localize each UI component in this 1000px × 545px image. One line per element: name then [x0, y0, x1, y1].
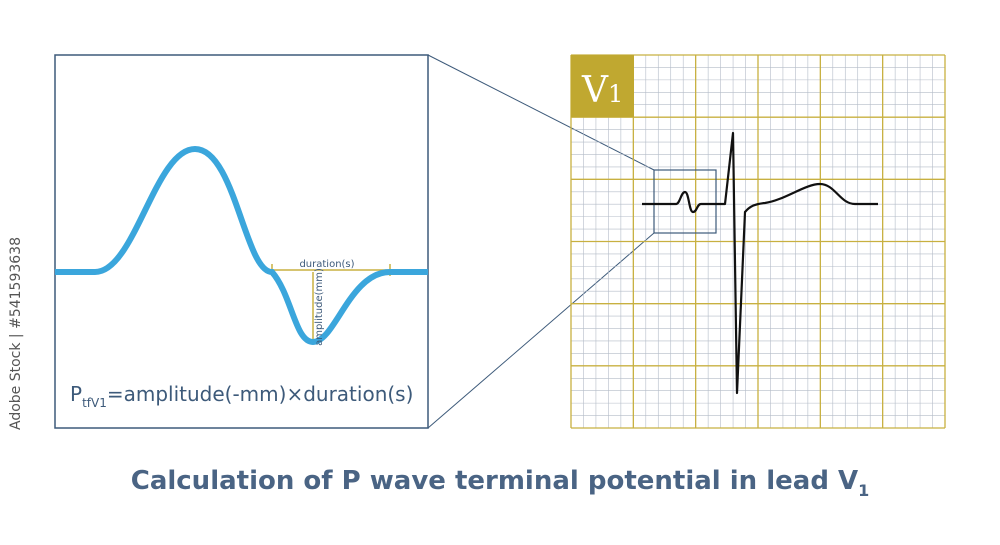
amplitude-label: amplitude(mm)	[314, 268, 325, 346]
zoom-rectangle	[653, 169, 717, 234]
formula-rest: =amplitude(-mm)×duration(s)	[107, 382, 414, 406]
lead-label: V1	[581, 70, 623, 111]
title: Calculation of P wave terminal potential…	[131, 466, 870, 500]
ecg-panel: V1	[570, 54, 946, 429]
title-subscript: 1	[858, 481, 869, 500]
lead-label-box	[571, 55, 634, 117]
zoom-frame	[54, 54, 429, 429]
lead-label-main: V	[581, 70, 609, 111]
watermark: Adobe Stock | #541593638	[8, 237, 24, 430]
title-main: Calculation of P wave terminal potential…	[131, 466, 858, 496]
zoom-panel: duration(s) amplitude(mm) PtfV1=amplitud…	[54, 54, 429, 429]
connector	[427, 54, 655, 171]
connector	[427, 232, 655, 429]
formula: PtfV1=amplitude(-mm)×duration(s)	[70, 382, 413, 410]
p-wave-curve	[55, 145, 428, 346]
duration-label: duration(s)	[299, 259, 354, 270]
formula-subscript: tfV1	[82, 396, 107, 410]
formula-main: P	[70, 382, 82, 406]
ecg-trace	[642, 131, 878, 395]
lead-label-subscript: 1	[608, 80, 623, 108]
